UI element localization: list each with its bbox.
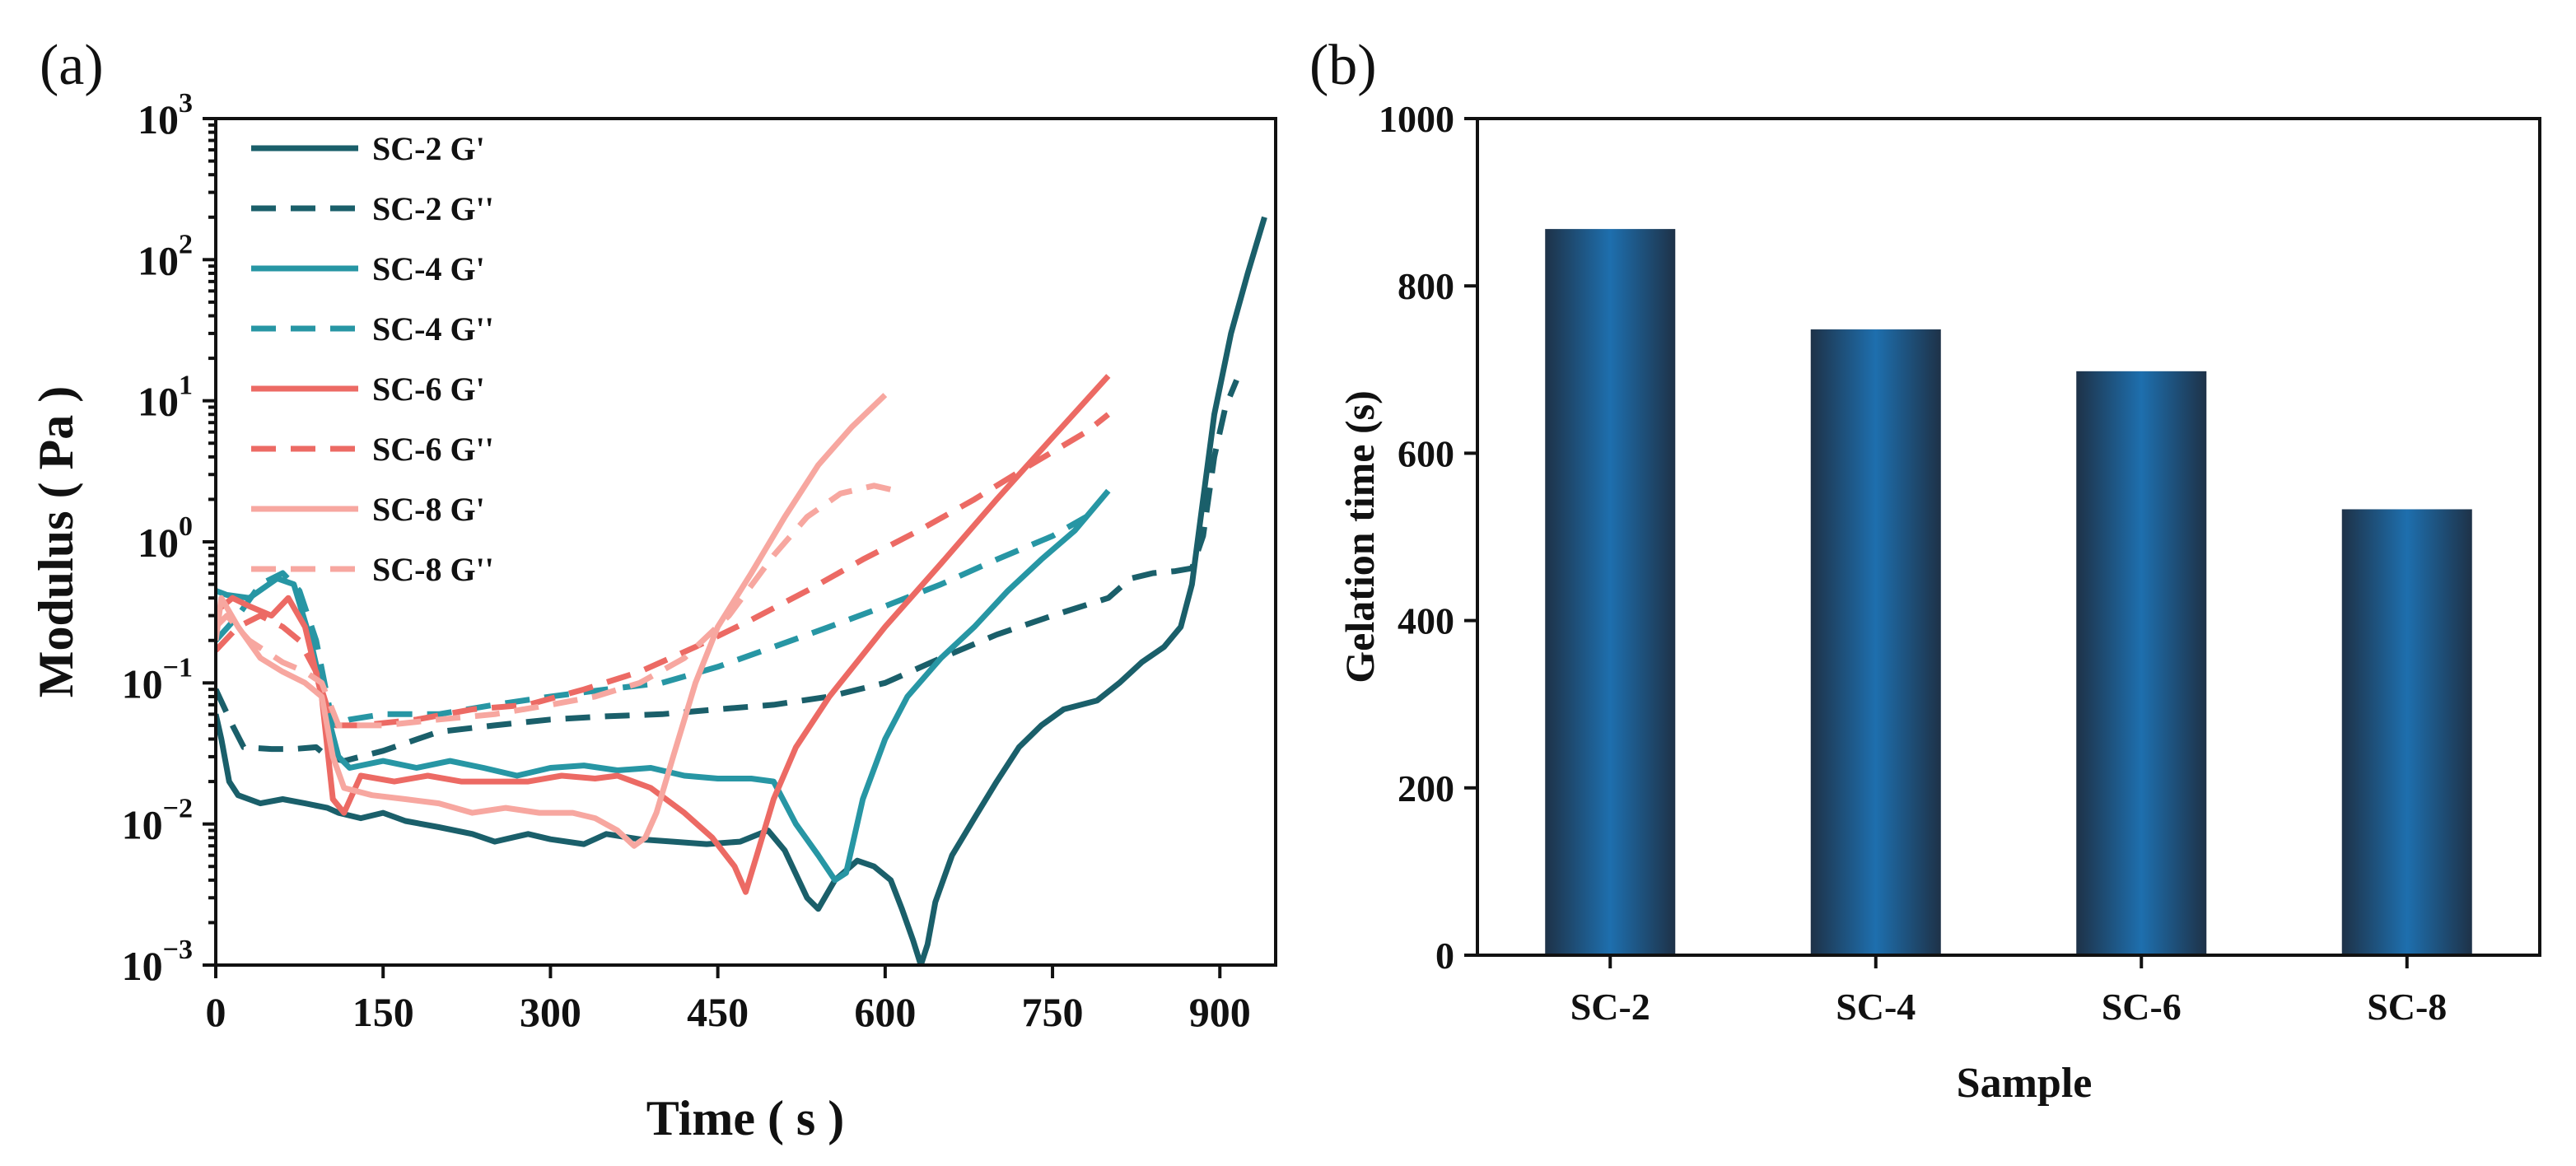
legend-label: SC-2 G'': [372, 190, 494, 227]
series-line-sc-4-g: [216, 514, 1088, 729]
y-tick-label: 102: [138, 229, 193, 283]
panel-b-ylabel: Gelation time (s): [1337, 390, 1383, 683]
y-tick-label: 100: [138, 511, 193, 566]
legend-label: SC-4 G': [372, 250, 485, 287]
y-tick-label: 10−1: [122, 652, 193, 707]
legend-label: SC-8 G'': [372, 551, 494, 588]
panel-a-label: (a): [40, 34, 104, 97]
panel-b-xlabel: Sample: [1957, 1060, 2093, 1107]
y-tick-label: 400: [1398, 600, 1454, 642]
legend-label: SC-8 G': [372, 491, 485, 528]
legend-label: SC-6 G': [372, 371, 485, 408]
bar-sc-2: [1545, 229, 1676, 955]
series-line-sc-2-g: [216, 379, 1239, 764]
panel-a-ylabel: Modulus ( Pa ): [29, 386, 83, 697]
panel-b-bars: [1545, 229, 2472, 956]
bar-sc-4: [1810, 329, 1941, 956]
y-tick-label: 103: [138, 88, 193, 142]
x-tick-label: 900: [1189, 989, 1251, 1035]
y-tick-label: 200: [1398, 767, 1454, 809]
series-line-sc-8-g: [216, 483, 898, 729]
legend-label: SC-4 G'': [372, 310, 494, 347]
y-tick-label: 10−2: [122, 794, 193, 848]
x-tick-label: SC-4: [1836, 986, 1916, 1028]
panel-b-axes-frame: [1476, 117, 2541, 957]
x-tick-label: 150: [352, 989, 414, 1035]
panel-a-series-group: [216, 216, 1267, 965]
x-tick-label: SC-2: [1570, 986, 1650, 1028]
bar-sc-8: [2341, 509, 2472, 955]
x-tick-label: SC-6: [2102, 986, 2182, 1028]
panel-a-chart: 0 150 300 450 600 750 900 10−3 10−2 10−1 100 101 102…: [29, 88, 1277, 1145]
x-tick-label: 750: [1022, 989, 1084, 1035]
series-line-sc-8-g: [216, 393, 888, 849]
panel-b-chart: SC-2 SC-4 SC-6 SC-8 0 200 400 600 800 1000 Sample…: [1337, 98, 2541, 1107]
panel-a-xlabel: Time ( s ): [646, 1091, 845, 1145]
x-tick-label: 600: [854, 989, 916, 1035]
x-tick-label: 450: [687, 989, 749, 1035]
x-tick-label: SC-8: [2367, 986, 2447, 1028]
y-tick-label: 10−3: [122, 935, 193, 989]
legend-label: SC-6 G'': [372, 431, 494, 468]
y-tick-label: 1000: [1379, 98, 1454, 140]
panel-b-label: (b): [1309, 34, 1377, 97]
series-line-sc-6-g: [216, 374, 1111, 895]
panel-a-ticks: 0 150 300 450 600 750 900 10−3 10−2 10−1 100 101 102…: [122, 88, 1251, 1035]
y-tick-label: 800: [1398, 265, 1454, 307]
series-line-sc-6-g: [216, 412, 1110, 729]
panel-a-legend: SC-2 G' SC-2 G'' SC-4 G' SC-4 G'' SC-6 G' SC-…: [251, 130, 494, 588]
y-tick-label: 101: [138, 371, 193, 425]
panel-b-ticks: SC-2 SC-4 SC-6 SC-8 0 200 400 600 800 1000: [1379, 98, 2447, 1028]
legend-label: SC-2 G': [372, 130, 485, 167]
y-tick-label: 600: [1398, 432, 1454, 474]
y-tick-label: 0: [1435, 935, 1454, 977]
series-line-sc-2-g: [216, 216, 1267, 965]
x-tick-label: 300: [520, 989, 581, 1035]
bar-sc-6: [2076, 371, 2207, 955]
x-tick-label: 0: [206, 989, 226, 1035]
